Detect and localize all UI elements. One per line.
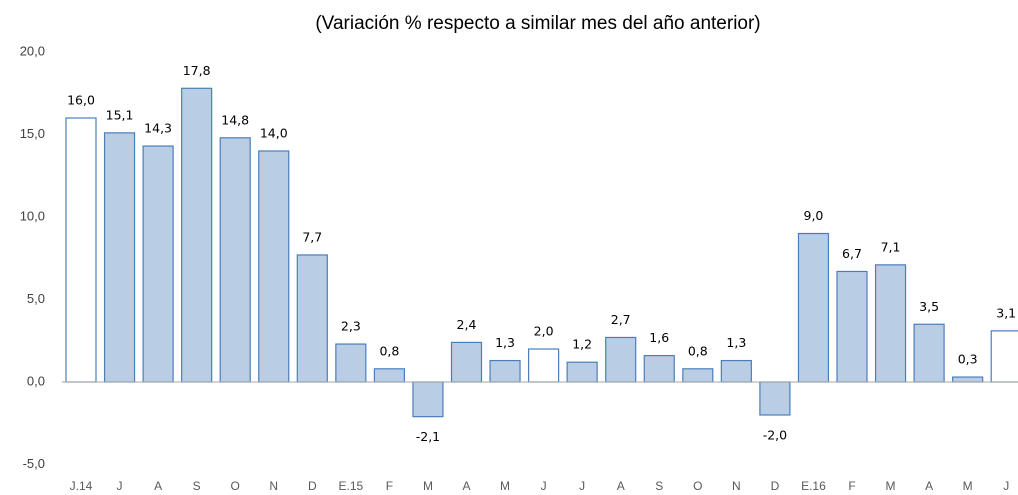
value-label: 2,3 bbox=[341, 319, 361, 334]
bar bbox=[720, 359, 752, 383]
x-tick-label: E.16 bbox=[801, 479, 826, 493]
value-label: 2,7 bbox=[611, 312, 631, 327]
bar bbox=[142, 145, 174, 383]
x-tick-label: M bbox=[423, 479, 433, 493]
bar bbox=[874, 264, 907, 383]
x-tick-label: J bbox=[541, 479, 547, 493]
x-tick-label: N bbox=[269, 479, 278, 493]
x-tick-label: F bbox=[848, 479, 855, 493]
value-label: 2,0 bbox=[534, 324, 554, 339]
value-label: 3,5 bbox=[919, 299, 939, 314]
x-tick-label: O bbox=[693, 479, 702, 493]
x-tick-label: F bbox=[386, 479, 393, 493]
bar bbox=[527, 348, 560, 383]
x-tick-label: D bbox=[308, 479, 317, 493]
bar bbox=[643, 355, 675, 383]
bar bbox=[952, 376, 984, 383]
bar bbox=[682, 368, 714, 383]
x-tick-label: J bbox=[1003, 479, 1009, 493]
bar bbox=[296, 254, 328, 383]
bar bbox=[605, 336, 637, 383]
x-tick-label: M bbox=[963, 479, 973, 493]
value-label: 0,8 bbox=[379, 343, 399, 358]
bar bbox=[65, 117, 97, 383]
value-label: 16,0 bbox=[67, 93, 95, 108]
x-tick-label: S bbox=[193, 479, 201, 493]
bar bbox=[373, 368, 405, 383]
x-tick-label: J bbox=[579, 479, 585, 493]
value-label: 7,7 bbox=[302, 229, 322, 244]
value-label: 1,6 bbox=[649, 330, 669, 345]
value-label: 14,3 bbox=[144, 121, 172, 136]
value-label: 14,0 bbox=[260, 126, 288, 141]
x-tick-label: D bbox=[771, 479, 780, 493]
value-label: 0,8 bbox=[688, 343, 708, 358]
bar bbox=[836, 270, 868, 383]
x-tick-label: A bbox=[925, 479, 933, 493]
value-label: 3,1 bbox=[996, 305, 1016, 320]
value-label: 7,1 bbox=[881, 239, 901, 254]
y-tick-label: 20,0 bbox=[20, 43, 45, 58]
x-tick-label: M bbox=[500, 479, 510, 493]
bar bbox=[489, 359, 521, 383]
value-label: 14,8 bbox=[221, 112, 249, 127]
value-label: 6,7 bbox=[842, 246, 862, 261]
y-tick-label: 5,0 bbox=[27, 291, 45, 306]
x-tick-label: A bbox=[154, 479, 162, 493]
bar bbox=[797, 232, 830, 383]
x-tick-label: J.14 bbox=[70, 479, 93, 493]
value-label: 15,1 bbox=[106, 107, 134, 122]
bar bbox=[258, 150, 290, 383]
value-label: 0,3 bbox=[958, 352, 978, 367]
bar bbox=[412, 381, 444, 418]
bar bbox=[990, 330, 1018, 383]
value-label: 17,8 bbox=[183, 63, 211, 78]
bar bbox=[566, 361, 598, 383]
y-tick-label: 15,0 bbox=[20, 126, 45, 141]
y-tick-label: 0,0 bbox=[27, 373, 45, 388]
value-label: 1,3 bbox=[726, 335, 746, 350]
x-tick-label: O bbox=[231, 479, 240, 493]
bar bbox=[219, 137, 251, 383]
y-tick-label: 10,0 bbox=[20, 208, 45, 223]
value-label: 1,2 bbox=[572, 337, 592, 352]
x-tick-label: S bbox=[655, 479, 663, 493]
bar bbox=[913, 323, 945, 383]
x-tick-label: N bbox=[732, 479, 741, 493]
bar bbox=[181, 87, 213, 383]
value-label: -2,1 bbox=[416, 429, 440, 444]
value-label: 1,3 bbox=[495, 335, 515, 350]
x-tick-label: J bbox=[117, 479, 123, 493]
chart-title: (Variación % respecto a similar mes del … bbox=[315, 13, 760, 34]
bar bbox=[103, 132, 136, 383]
x-tick-label: M bbox=[886, 479, 896, 493]
value-label: 2,4 bbox=[457, 317, 477, 332]
bar bbox=[450, 341, 483, 383]
y-tick-label: -5,0 bbox=[23, 456, 45, 471]
bar bbox=[759, 381, 791, 416]
x-tick-label: E.15 bbox=[339, 479, 364, 493]
x-tick-label: A bbox=[462, 479, 470, 493]
value-label: -2,0 bbox=[763, 428, 787, 443]
bar bbox=[335, 343, 367, 383]
value-label: 9,0 bbox=[804, 208, 824, 223]
x-tick-label: A bbox=[617, 479, 625, 493]
